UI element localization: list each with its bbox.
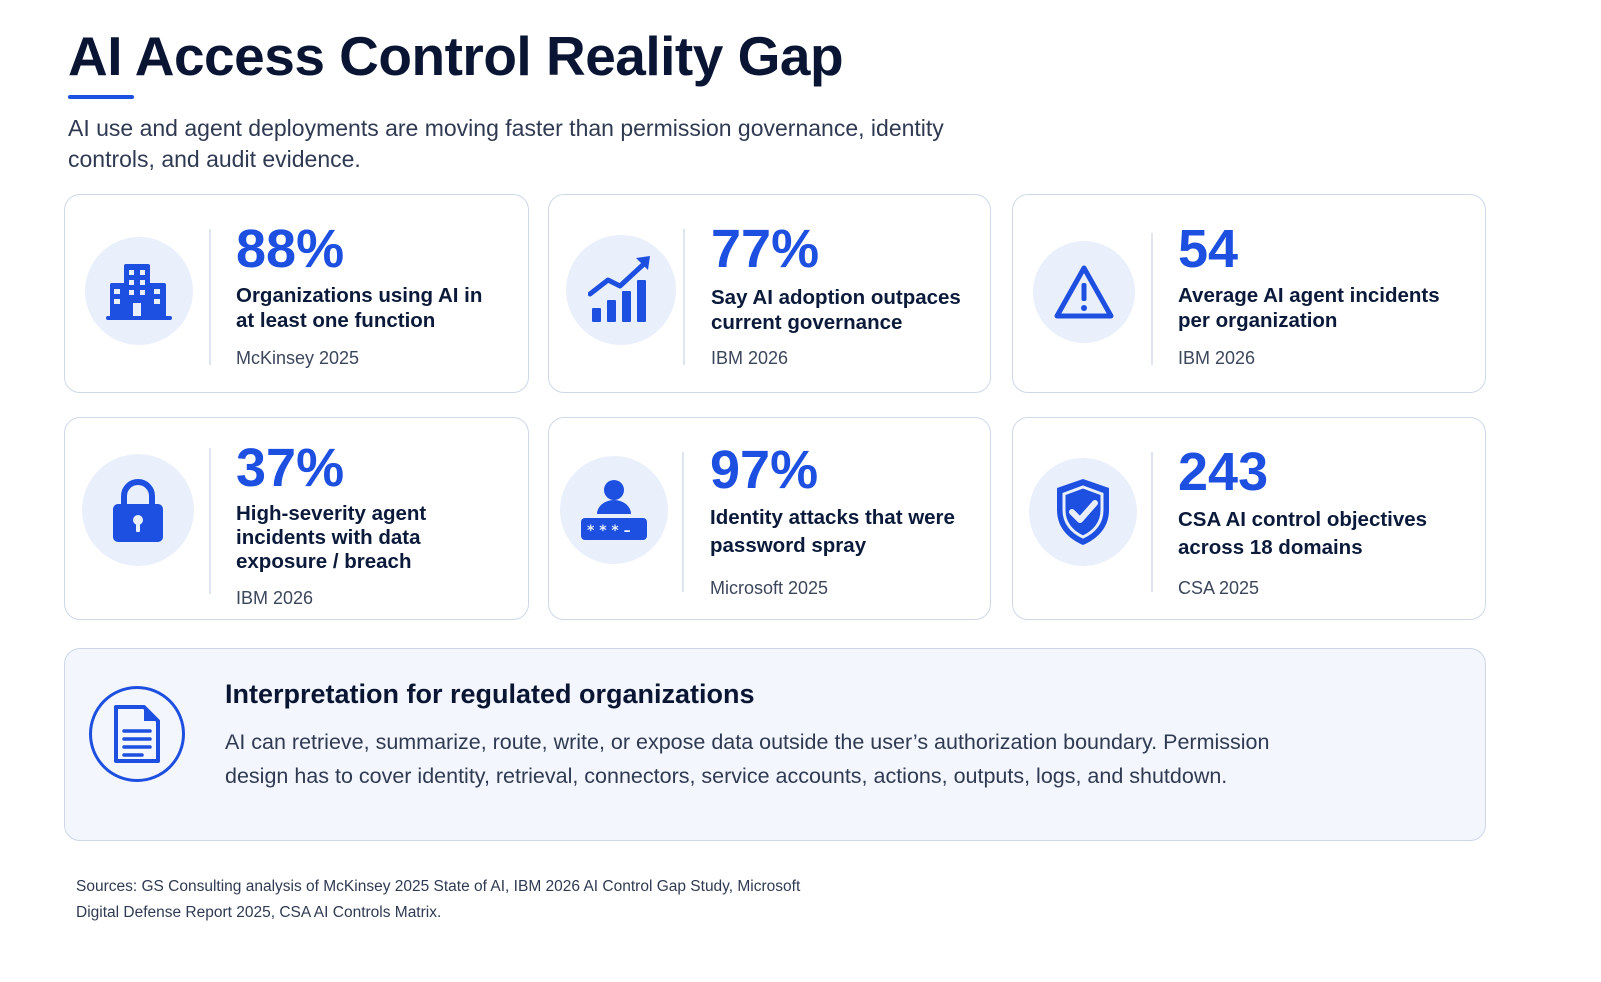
page-title: AI Access Control Reality Gap bbox=[68, 25, 844, 87]
interpretation-body: AI can retrieve, summarize, route, write… bbox=[225, 730, 1270, 788]
stat-value: 37% bbox=[236, 438, 345, 498]
stat-value: 243 bbox=[1178, 442, 1269, 502]
stat-source: IBM 2026 bbox=[236, 588, 314, 608]
stat-label: CSA AI control objectives across 18 doma… bbox=[1178, 508, 1428, 559]
svg-text:* * * –: * * * – bbox=[587, 523, 631, 539]
growth-chart-icon bbox=[588, 256, 650, 322]
document-icon bbox=[114, 705, 160, 763]
card-divider bbox=[1151, 452, 1153, 592]
stat-value: 54 bbox=[1178, 219, 1239, 279]
icon-circle bbox=[1029, 458, 1137, 566]
stat-source: CSA 2025 bbox=[1178, 578, 1260, 598]
stat-card-ai-usage: 88% Organizations using AI in at least o… bbox=[64, 194, 529, 393]
page-subtitle: AI use and agent deployments are moving … bbox=[68, 115, 944, 172]
stat-label: Identity attacks that were password spra… bbox=[710, 506, 955, 557]
lock-icon bbox=[113, 479, 163, 542]
user-password-icon: * * * – bbox=[581, 480, 647, 540]
stat-value: 97% bbox=[710, 440, 819, 500]
stat-label: Average AI agent incidents per organizat… bbox=[1178, 284, 1440, 332]
icon-circle bbox=[1033, 241, 1135, 343]
stat-card-data-exposure: 37% High-severity agent incidents with d… bbox=[64, 417, 529, 620]
stat-card-incidents: 54 Average AI agent incidents per organi… bbox=[1012, 194, 1486, 393]
stat-value: 77% bbox=[711, 219, 820, 279]
icon-circle bbox=[566, 235, 676, 345]
stat-source: McKinsey 2025 bbox=[236, 348, 360, 368]
card-divider bbox=[683, 229, 685, 365]
sources-footnote: Sources: GS Consulting analysis of McKin… bbox=[76, 878, 801, 921]
card-divider bbox=[1151, 233, 1153, 365]
icon-circle: * * * – bbox=[560, 456, 668, 564]
card-divider bbox=[682, 452, 684, 592]
stat-source: Microsoft 2025 bbox=[710, 578, 829, 598]
stat-card-password-spray: * * * – 97% Identity attacks that were p… bbox=[548, 417, 991, 620]
building-icon bbox=[106, 264, 172, 320]
card-divider bbox=[209, 448, 211, 594]
stat-card-control-objectives: 243 CSA AI control objectives across 18 … bbox=[1012, 417, 1486, 620]
stat-source: IBM 2026 bbox=[711, 348, 789, 368]
card-divider bbox=[209, 229, 211, 365]
shield-check-icon bbox=[1057, 479, 1109, 545]
title-underline bbox=[68, 95, 134, 99]
stat-card-governance: 77% Say AI adoption outpaces current gov… bbox=[548, 194, 991, 393]
warning-icon bbox=[1054, 265, 1114, 319]
stat-label: Say AI adoption outpaces current governa… bbox=[711, 286, 961, 334]
icon-circle bbox=[82, 454, 194, 566]
icon-circle bbox=[85, 237, 193, 345]
stat-source: IBM 2026 bbox=[1178, 348, 1256, 368]
stat-label: High-severity agent incidents with data … bbox=[236, 502, 427, 573]
interpretation-title: Interpretation for regulated organizatio… bbox=[225, 679, 755, 709]
stat-label: Organizations using AI in at least one f… bbox=[236, 284, 483, 332]
interpretation-panel: Interpretation for regulated organizatio… bbox=[64, 648, 1486, 841]
document-icon-ring bbox=[89, 686, 185, 782]
stat-value: 88% bbox=[236, 219, 345, 279]
